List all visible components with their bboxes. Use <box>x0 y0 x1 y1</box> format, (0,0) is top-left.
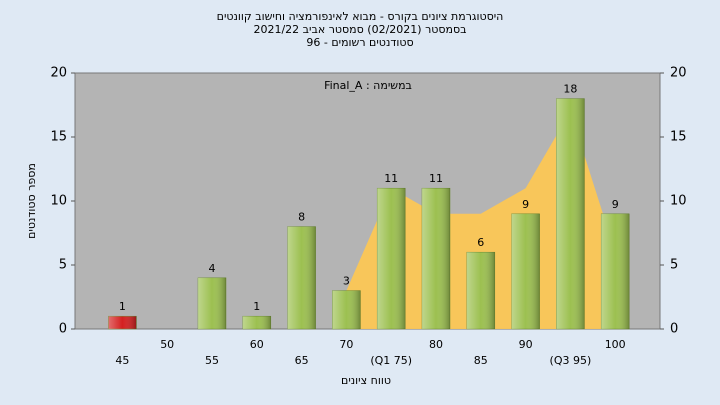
x-tick-label: (Q1 75) <box>370 354 412 367</box>
bar-shade <box>242 316 271 329</box>
y-tick-label: 15 <box>50 130 67 145</box>
bar-shade <box>287 226 316 329</box>
data-label: 3 <box>343 275 350 288</box>
data-label: 6 <box>477 236 484 249</box>
y2-tick-label: 0 <box>670 322 678 337</box>
x-tick-label: 55 <box>205 354 219 367</box>
x-tick-label: 45 <box>115 354 129 367</box>
data-label: 8 <box>298 211 305 224</box>
bar-shade <box>556 98 585 329</box>
x-tick-label: 65 <box>295 354 309 367</box>
chart-title: היסטוגרמת ציונים בקורס - מבוא לאינפורמצי… <box>217 10 504 23</box>
x-tick-label: 60 <box>250 338 264 351</box>
y2-tick-label: 10 <box>670 194 687 209</box>
annotation: Final_A : במשימה <box>324 79 412 92</box>
bar-shade <box>198 277 226 329</box>
y2-tick-label: 15 <box>670 130 687 145</box>
y-tick-label: 5 <box>59 258 67 273</box>
x-tick-label: 80 <box>429 338 443 351</box>
data-label: 9 <box>522 198 529 211</box>
data-label: 11 <box>429 172 443 185</box>
bar-shade <box>332 290 361 329</box>
data-label: 4 <box>209 262 216 275</box>
y-axis-label: מספר סטודנטים <box>25 163 38 239</box>
x-tick-label: 50 <box>160 338 174 351</box>
x-tick-label: (Q3 95) <box>550 354 592 367</box>
data-label: 1 <box>253 300 260 313</box>
y2-tick-label: 5 <box>670 258 678 273</box>
x-tick-label: 90 <box>519 338 533 351</box>
y-tick-label: 10 <box>50 194 67 209</box>
x-tick-label: 70 <box>339 338 353 351</box>
data-label: 18 <box>563 83 577 96</box>
bar-shade <box>601 213 630 329</box>
data-label: 11 <box>384 172 398 185</box>
bar-shade <box>422 188 450 329</box>
y-tick-label: 0 <box>59 322 67 337</box>
chart-subtitle: בסמסטר (02/2021) סמסטר אביב 2021/22 <box>253 23 466 36</box>
bar-shade <box>511 213 540 329</box>
bar-shade <box>466 252 495 329</box>
chart-subtitle: סטודנטים רשומים - 96 <box>306 36 413 49</box>
x-tick-label: 85 <box>474 354 488 367</box>
x-axis-label: טווח ציונים <box>341 374 391 387</box>
y2-tick-label: 20 <box>670 66 687 81</box>
data-label: 1 <box>119 300 126 313</box>
bar-shade <box>108 316 137 329</box>
bar-shade <box>377 188 406 329</box>
x-tick-label: 100 <box>605 338 626 351</box>
y-tick-label: 20 <box>50 66 67 81</box>
area <box>346 111 616 330</box>
data-label: 9 <box>612 198 619 211</box>
